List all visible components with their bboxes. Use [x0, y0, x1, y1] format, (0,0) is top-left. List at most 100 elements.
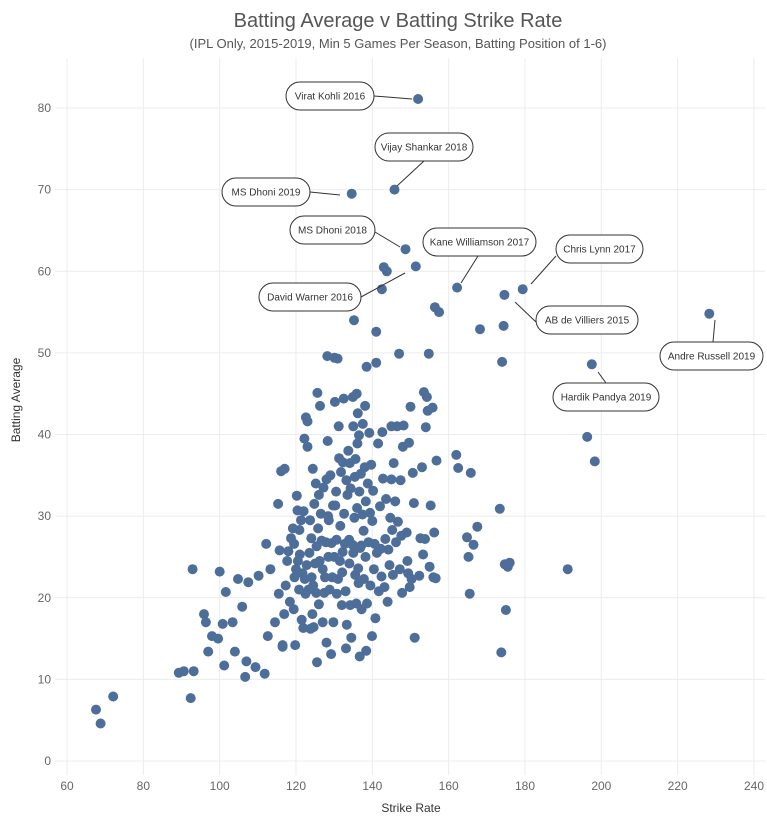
- data-point: [304, 547, 315, 558]
- data-point: [451, 449, 462, 460]
- data-point: [375, 543, 386, 554]
- data-point: [401, 527, 412, 538]
- data-point: [217, 618, 228, 629]
- annotation-box: [221, 177, 311, 207]
- data-point: [387, 525, 398, 535]
- data-point: [178, 666, 189, 677]
- data-point: [91, 704, 101, 715]
- data-point: [330, 500, 341, 511]
- data-point: [187, 564, 198, 575]
- data-point: [362, 598, 372, 609]
- data-point: [497, 356, 508, 367]
- data-point: [312, 657, 322, 668]
- data-point: [354, 651, 365, 662]
- data-point: [410, 261, 421, 272]
- data-point: [367, 516, 378, 526]
- annotation-box: [659, 341, 764, 371]
- data-point: [370, 613, 381, 624]
- data-point: [429, 527, 440, 538]
- data-point: [387, 569, 398, 580]
- data-point: [108, 691, 119, 702]
- data-point: [214, 566, 225, 577]
- data-point: [346, 188, 357, 199]
- data-point: [313, 489, 324, 500]
- data-point: [241, 656, 252, 667]
- x-tick-label: 160: [439, 779, 459, 793]
- data-point: [362, 478, 373, 489]
- data-point: [388, 458, 399, 469]
- annotation-callout: MS Dhoni 2019: [221, 177, 341, 207]
- data-point: [352, 438, 363, 449]
- data-point: [95, 718, 106, 729]
- data-point: [349, 512, 360, 523]
- data-point: [273, 588, 284, 599]
- data-point: [240, 671, 251, 682]
- data-point: [365, 580, 376, 591]
- data-point: [421, 392, 432, 402]
- data-point: [468, 539, 479, 550]
- data-point: [282, 556, 293, 566]
- data-point: [301, 560, 312, 571]
- data-point: [250, 662, 261, 673]
- data-point: [500, 605, 511, 615]
- data-point: [394, 348, 405, 359]
- data-point: [296, 614, 307, 625]
- y-tick-label: 60: [38, 264, 52, 278]
- data-point: [407, 467, 418, 478]
- data-point: [452, 282, 463, 293]
- data-point: [290, 640, 301, 651]
- data-point: [270, 617, 280, 628]
- data-point: [347, 539, 358, 550]
- data-point: [331, 486, 342, 497]
- data-point: [307, 463, 318, 474]
- data-point: [345, 483, 356, 494]
- data-point: [302, 441, 313, 452]
- data-point: [323, 515, 334, 526]
- data-point: [589, 456, 600, 467]
- data-point: [383, 544, 394, 555]
- annotation-box: [374, 132, 474, 162]
- annotation-box: [289, 215, 376, 245]
- data-point: [279, 463, 290, 474]
- data-point: [586, 359, 597, 370]
- data-point: [379, 582, 390, 593]
- data-point: [336, 467, 346, 477]
- data-point: [353, 563, 364, 574]
- data-point: [496, 647, 507, 658]
- data-point: [427, 402, 438, 413]
- data-point: [335, 520, 346, 531]
- data-point: [494, 503, 505, 514]
- y-tick-label: 70: [38, 183, 52, 197]
- data-point: [308, 622, 319, 633]
- data-point: [188, 666, 199, 677]
- data-point: [199, 609, 209, 620]
- data-point: [392, 516, 403, 527]
- data-point: [463, 551, 474, 562]
- data-point: [375, 501, 385, 512]
- data-point: [340, 586, 351, 597]
- data-point: [346, 632, 357, 643]
- data-point: [322, 436, 333, 446]
- data-point: [277, 641, 288, 652]
- annotation-leader-line: [712, 319, 716, 343]
- data-point: [354, 430, 364, 441]
- data-point: [386, 474, 397, 485]
- data-point: [357, 509, 368, 520]
- data-point: [317, 564, 328, 575]
- axis-ticks: 60 80 100 120 140 160 180 200 220 240 0 10 20 30 40 50 6…: [38, 101, 765, 793]
- data-point: [499, 289, 510, 300]
- data-point: [339, 508, 350, 519]
- data-point: [318, 482, 329, 493]
- data-point: [475, 324, 485, 335]
- annotation-label: David Warner 2016: [267, 293, 353, 304]
- data-point: [376, 571, 387, 582]
- data-point: [377, 427, 388, 438]
- data-point: [366, 459, 377, 470]
- x-tick-label: 120: [286, 779, 306, 793]
- data-point: [400, 244, 411, 255]
- annotation-box: [285, 81, 375, 111]
- data-point: [289, 572, 300, 583]
- annotation-box: [535, 305, 639, 335]
- data-point: [306, 572, 317, 583]
